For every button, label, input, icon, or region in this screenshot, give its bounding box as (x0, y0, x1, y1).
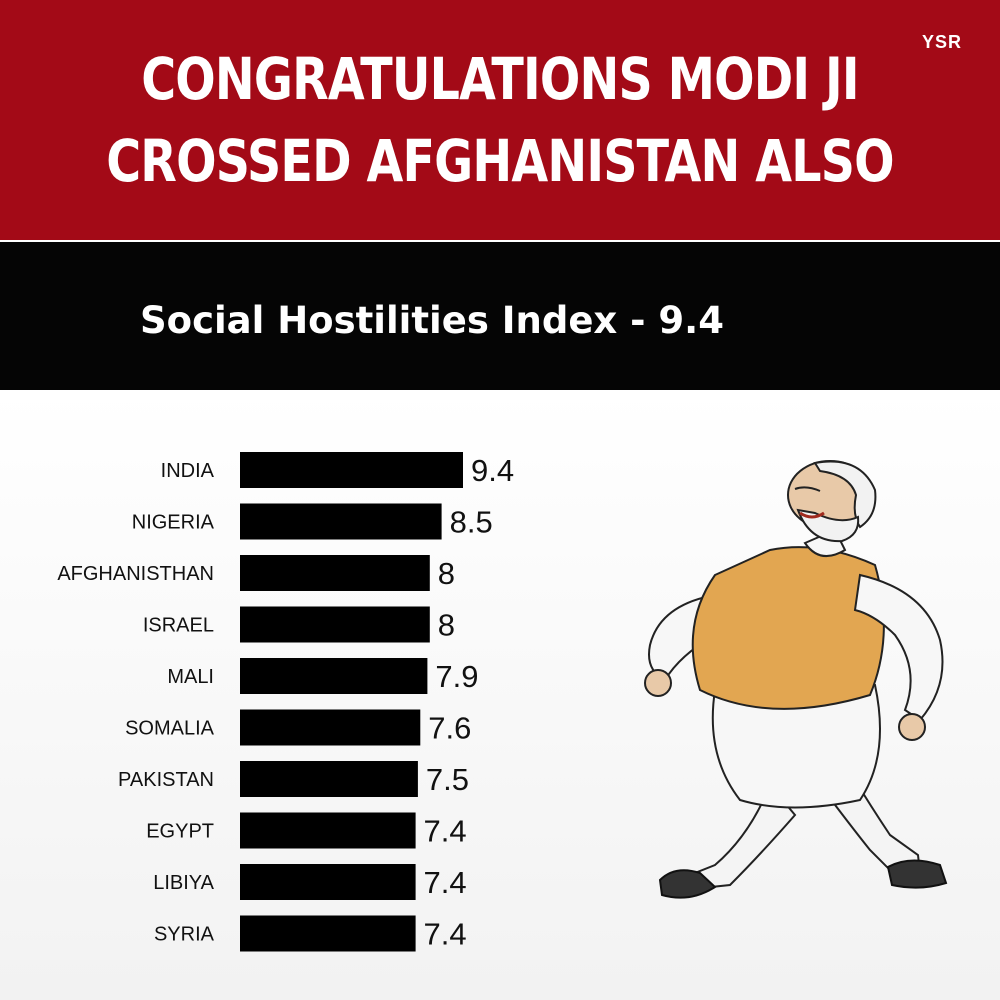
value-label: 8.5 (450, 505, 493, 540)
category-label: PAKISTAN (118, 769, 214, 791)
headline-line-1: CONGRATULATIONS MODI JI (141, 45, 859, 113)
category-label: INDIA (161, 460, 215, 482)
bar-egypt (240, 812, 416, 849)
bar-somalia (240, 709, 421, 746)
value-label: 8 (438, 556, 455, 591)
bar-syria (240, 915, 416, 952)
bar-libiya (240, 864, 416, 900)
bar-nigeria (240, 503, 442, 540)
value-label: 7.5 (426, 762, 469, 797)
headline: CONGRATULATIONS MODI JI CROSSED AFGHANIS… (90, 38, 910, 202)
bar-afghanisthan (240, 555, 430, 591)
category-label: SYRIA (154, 924, 215, 946)
value-label: 7.4 (424, 917, 467, 952)
category-label: ISRAEL (143, 615, 214, 637)
category-label: NIGERIA (132, 512, 215, 534)
brand-mark: YSR (921, 32, 962, 52)
category-label: LIBIYA (153, 872, 214, 894)
bar-mali (240, 658, 428, 694)
value-label: 9.4 (471, 453, 514, 488)
category-label: SOMALIA (125, 718, 215, 740)
chart-title: Social Hostilities Index - 9.4 (140, 299, 724, 342)
bar-chart: INDIA 9.4 NIGERIA 8.5 AFGHANISTHAN 8 ISRAEL 8 MA… (57, 452, 514, 952)
value-label: 8 (438, 608, 455, 643)
category-label: MALI (167, 666, 214, 688)
headline-line-2: CROSSED AFGHANISTAN ALSO (106, 127, 894, 195)
value-label: 7.6 (428, 711, 471, 746)
bar-israel (240, 606, 430, 643)
value-label: 7.4 (424, 814, 467, 849)
divider (0, 240, 1000, 242)
value-label: 7.9 (435, 659, 478, 694)
bar-india (240, 452, 463, 488)
subtitle-bar (0, 242, 1000, 390)
header-banner (0, 0, 1000, 240)
category-label: EGYPT (146, 821, 214, 843)
bar-pakistan (240, 761, 418, 797)
category-label: AFGHANISTHAN (57, 563, 214, 585)
value-label: 7.4 (424, 865, 467, 900)
walking-caricature-illustration (644, 460, 948, 899)
